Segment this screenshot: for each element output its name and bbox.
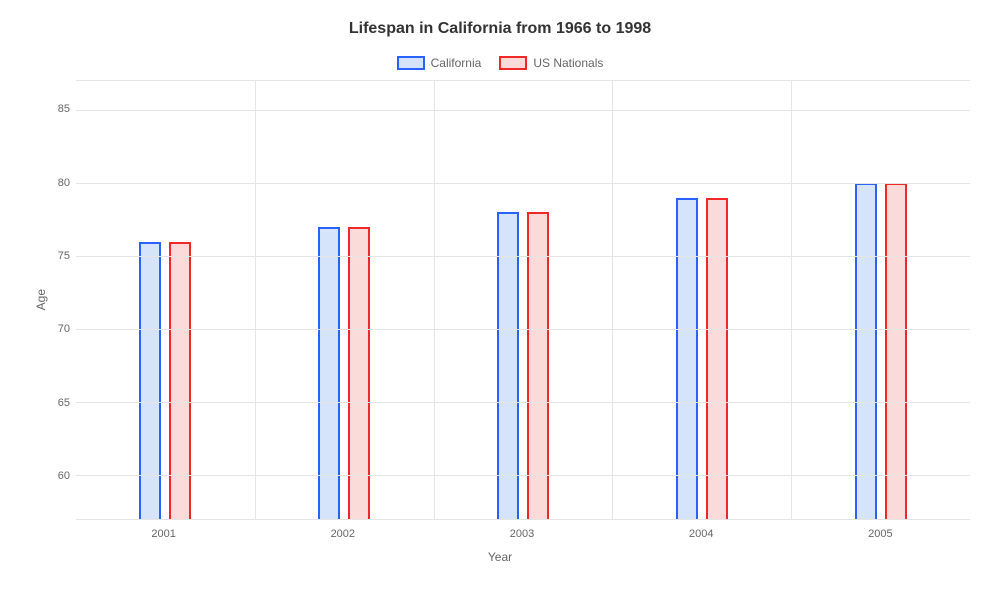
bar xyxy=(885,183,907,519)
gridline-horizontal xyxy=(76,183,970,184)
bar-group xyxy=(612,81,791,519)
bar-groups xyxy=(76,81,970,519)
legend-swatch-us-nationals xyxy=(499,56,527,70)
y-tick: 75 xyxy=(58,250,70,262)
legend-swatch-california xyxy=(397,56,425,70)
x-tick: 2002 xyxy=(253,528,432,540)
plot-area xyxy=(76,80,970,520)
bar-group xyxy=(255,81,434,519)
bar xyxy=(676,198,698,519)
legend-item-california: California xyxy=(397,56,482,70)
gridline-horizontal xyxy=(76,110,970,111)
bar xyxy=(169,242,191,519)
bar xyxy=(706,198,728,519)
gridline-vertical xyxy=(434,81,435,519)
chart-title: Lifespan in California from 1966 to 1998 xyxy=(30,20,970,38)
legend-item-us-nationals: US Nationals xyxy=(499,56,603,70)
x-axis-ticks: 20012002200320042005 xyxy=(74,528,970,540)
legend-label: US Nationals xyxy=(533,56,603,70)
x-tick: 2003 xyxy=(432,528,611,540)
bar xyxy=(139,242,161,519)
y-tick: 60 xyxy=(58,470,70,482)
gridline-horizontal xyxy=(76,329,970,330)
legend-label: California xyxy=(431,56,482,70)
x-tick: 2001 xyxy=(74,528,253,540)
gridline-horizontal xyxy=(76,402,970,403)
y-tick: 65 xyxy=(58,397,70,409)
y-axis-ticks: 60 65 70 75 80 85 xyxy=(48,80,76,520)
y-tick: 70 xyxy=(58,323,70,335)
bar xyxy=(855,183,877,519)
bar xyxy=(527,212,549,519)
gridline-vertical xyxy=(612,81,613,519)
x-tick: 2004 xyxy=(612,528,791,540)
gridline-vertical xyxy=(791,81,792,519)
chart-container: Lifespan in California from 1966 to 1998… xyxy=(0,0,1000,600)
x-axis-label: Year xyxy=(30,550,970,564)
bar-group xyxy=(434,81,613,519)
bar xyxy=(497,212,519,519)
gridline-vertical xyxy=(255,81,256,519)
y-tick: 85 xyxy=(58,103,70,115)
bar-group xyxy=(76,81,255,519)
bar-group xyxy=(791,81,970,519)
plot-wrap: Age 60 65 70 75 80 85 xyxy=(30,80,970,520)
legend: California US Nationals xyxy=(30,56,970,70)
gridline-horizontal xyxy=(76,256,970,257)
y-tick: 80 xyxy=(58,177,70,189)
x-tick: 2005 xyxy=(791,528,970,540)
y-axis-label: Age xyxy=(30,289,48,310)
gridline-horizontal xyxy=(76,475,970,476)
